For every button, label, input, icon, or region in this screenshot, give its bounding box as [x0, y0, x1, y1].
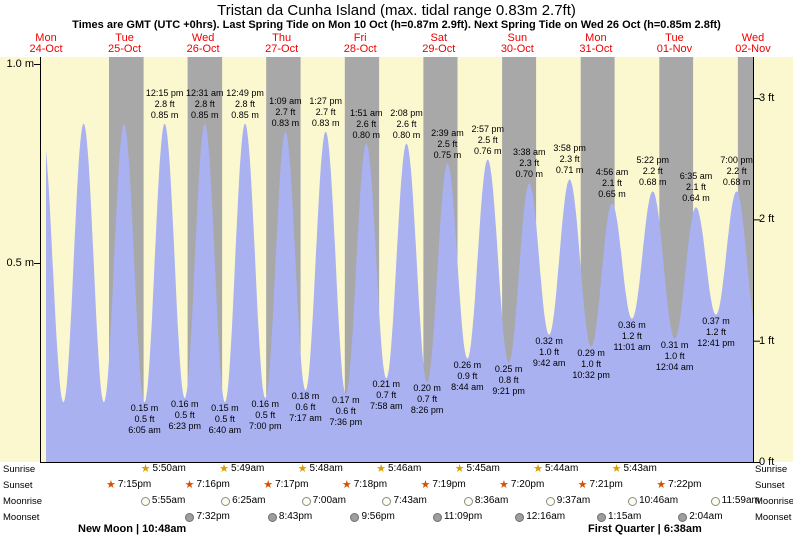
page-title: Tristan da Cunha Island (max. tidal rang… [217, 2, 576, 19]
page-subtitle: Times are GMT (UTC +0hrs). Last Spring T… [72, 19, 721, 31]
tide-curve-area [46, 123, 753, 462]
